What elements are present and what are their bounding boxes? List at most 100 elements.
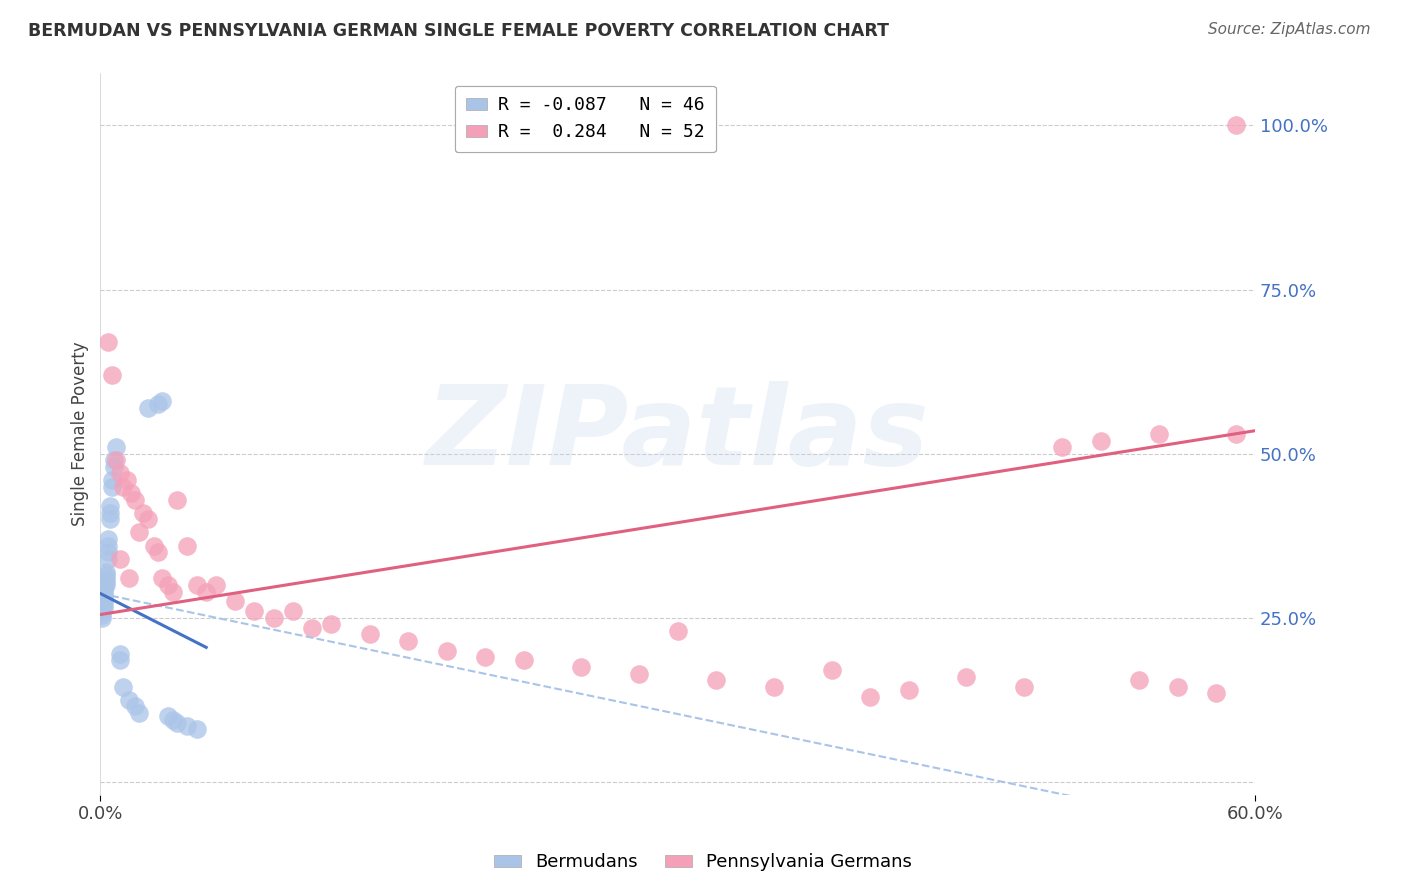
Point [138, 512, 160, 526]
Point [118, 693, 141, 707]
Point [1128, 673, 1150, 688]
Point [91, 601, 114, 615]
Point [91, 607, 114, 622]
Text: ZIPatlas: ZIPatlas [426, 381, 929, 488]
Point [1052, 440, 1074, 454]
Point [97, 532, 120, 546]
Point [112, 680, 135, 694]
Point [176, 719, 198, 733]
Point [166, 492, 188, 507]
Point [396, 633, 419, 648]
Point [195, 584, 218, 599]
Point [1090, 434, 1112, 448]
Point [91, 588, 114, 602]
Point [124, 492, 146, 507]
Point [146, 397, 169, 411]
Point [666, 624, 689, 638]
Point [436, 643, 458, 657]
Point [955, 670, 977, 684]
Point [1167, 680, 1189, 694]
Point [93, 591, 115, 606]
Point [162, 713, 184, 727]
Point [128, 525, 150, 540]
Point [1147, 427, 1170, 442]
Point [103, 453, 125, 467]
Point [150, 394, 173, 409]
Point [93, 588, 115, 602]
Point [98, 506, 121, 520]
Point [108, 467, 131, 481]
Point [108, 653, 131, 667]
Point [117, 473, 139, 487]
Point [93, 598, 115, 612]
Point [94, 568, 117, 582]
Point [359, 627, 381, 641]
Point [101, 473, 124, 487]
Point [281, 604, 304, 618]
Point [104, 453, 127, 467]
Point [94, 578, 117, 592]
Point [762, 680, 785, 694]
Point [93, 601, 115, 615]
Point [94, 565, 117, 579]
Point [176, 539, 198, 553]
Point [143, 539, 166, 553]
Point [820, 664, 842, 678]
Point [150, 571, 173, 585]
Legend: R = -0.087   N = 46, R =  0.284   N = 52: R = -0.087 N = 46, R = 0.284 N = 52 [456, 86, 716, 153]
Point [512, 653, 534, 667]
Point [156, 709, 179, 723]
Point [138, 401, 160, 415]
Point [897, 683, 920, 698]
Point [224, 594, 246, 608]
Point [204, 578, 226, 592]
Point [101, 479, 124, 493]
Point [97, 551, 120, 566]
Point [321, 617, 343, 632]
Point [112, 479, 135, 493]
Point [859, 690, 882, 704]
Point [131, 506, 153, 520]
Point [263, 611, 285, 625]
Point [93, 584, 115, 599]
Text: BERMUDAN VS PENNSYLVANIA GERMAN SINGLE FEMALE POVERTY CORRELATION CHART: BERMUDAN VS PENNSYLVANIA GERMAN SINGLE F… [28, 22, 889, 40]
Text: Source: ZipAtlas.com: Source: ZipAtlas.com [1208, 22, 1371, 37]
Y-axis label: Single Female Poverty: Single Female Poverty [72, 342, 89, 526]
Point [91, 598, 114, 612]
Point [704, 673, 727, 688]
Point [93, 594, 115, 608]
Point [91, 611, 114, 625]
Point [98, 500, 121, 514]
Point [1012, 680, 1035, 694]
Point [301, 621, 323, 635]
Point [474, 650, 496, 665]
Point [628, 666, 651, 681]
Point [97, 335, 120, 350]
Point [94, 571, 117, 585]
Point [101, 368, 124, 382]
Point [1205, 686, 1227, 700]
Point [118, 571, 141, 585]
Point [103, 459, 125, 474]
Point [97, 545, 120, 559]
Point [1225, 119, 1247, 133]
Point [124, 699, 146, 714]
Point [120, 486, 142, 500]
Point [98, 512, 121, 526]
Point [243, 604, 266, 618]
Point [97, 539, 120, 553]
Point [104, 440, 127, 454]
Point [108, 551, 131, 566]
Point [186, 578, 208, 592]
Point [571, 660, 593, 674]
Point [91, 594, 114, 608]
Point [156, 578, 179, 592]
Point [93, 582, 115, 596]
Legend: Bermudans, Pennsylvania Germans: Bermudans, Pennsylvania Germans [486, 847, 920, 879]
Point [186, 723, 208, 737]
Point [162, 584, 184, 599]
Point [166, 715, 188, 730]
Point [146, 545, 169, 559]
Point [108, 647, 131, 661]
Point [91, 591, 114, 606]
